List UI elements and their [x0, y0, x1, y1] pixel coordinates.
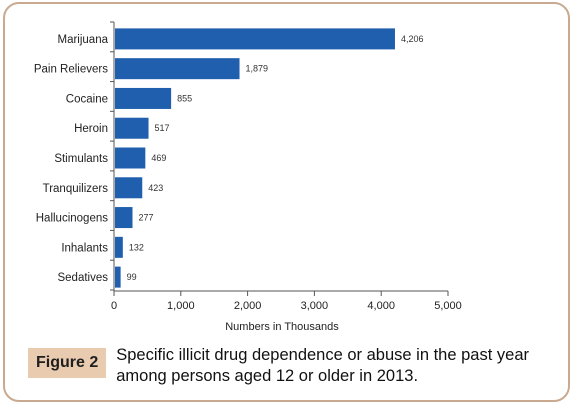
category-label: Sedatives — [57, 272, 108, 284]
x-tick-label: 5,000 — [434, 300, 462, 312]
x-tick-label: 2,000 — [234, 300, 262, 312]
data-label: 132 — [129, 242, 144, 252]
bar — [115, 266, 121, 288]
figure-frame — [3, 2, 570, 402]
category-label: Tranquilizers — [43, 183, 109, 195]
data-label: 469 — [151, 153, 166, 163]
x-axis-title: Numbers in Thousands — [225, 321, 339, 333]
bar — [115, 87, 172, 109]
category-label: Pain Relievers — [34, 64, 108, 76]
bar — [115, 236, 123, 258]
bar — [115, 147, 146, 169]
data-label: 1,879 — [246, 64, 269, 74]
caption-text: Specific illicit drug dependence or abus… — [116, 346, 529, 385]
figure-caption: Figure 2 Specific illicit drug dependenc… — [28, 345, 558, 387]
x-tick-label: 1,000 — [167, 300, 195, 312]
category-label: Heroin — [74, 123, 108, 135]
bars-layer: 4,206 1,879 855 517 469 423 277 132 99 — [115, 28, 424, 288]
x-tick-label: 4,000 — [367, 300, 395, 312]
category-label: Marijuana — [58, 34, 109, 46]
bar — [115, 177, 143, 199]
axis-layer: Marijuana Pain Relievers Cocaine Heroin Stim… — [34, 21, 462, 312]
x-tick-label: 0 — [111, 300, 117, 312]
data-label: 277 — [139, 213, 154, 223]
category-label: Hallucinogens — [36, 213, 108, 225]
bar — [115, 207, 133, 229]
bar — [115, 117, 149, 139]
category-label: Cocaine — [66, 93, 108, 105]
data-label: 517 — [155, 123, 170, 133]
category-label: Stimulants — [54, 153, 108, 165]
bar — [115, 58, 240, 80]
data-label: 4,206 — [401, 34, 424, 44]
data-label: 99 — [127, 272, 137, 282]
data-label: 423 — [148, 183, 163, 193]
category-label: Inhalants — [61, 242, 108, 254]
x-tick-label: 3,000 — [301, 300, 329, 312]
bar — [115, 28, 395, 50]
figure-label: Figure 2 — [28, 348, 107, 378]
data-label: 855 — [177, 93, 192, 103]
